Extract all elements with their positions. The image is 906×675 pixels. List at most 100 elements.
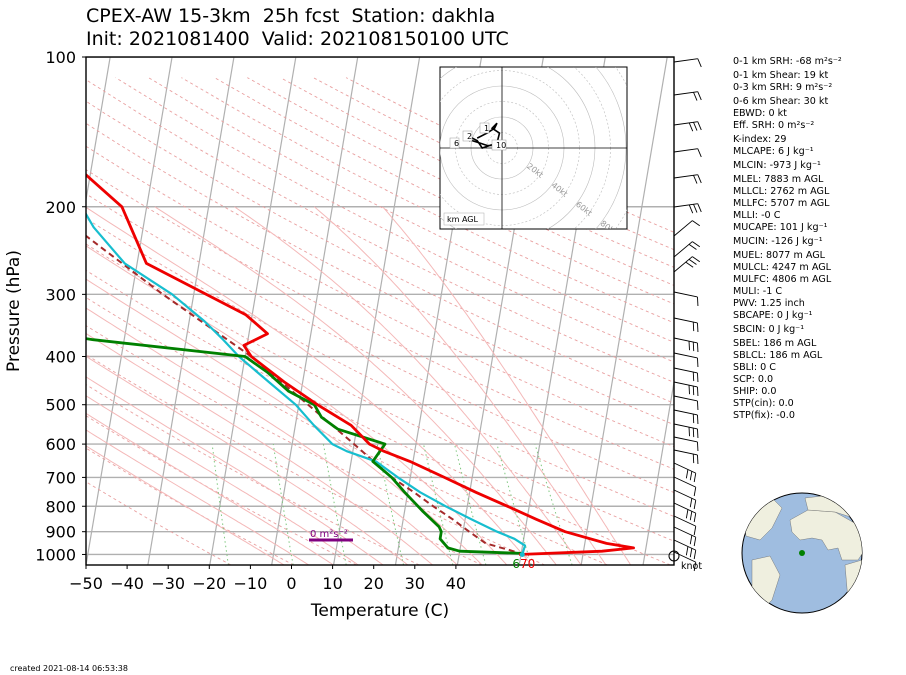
surface-temperature-label: 70 — [520, 557, 535, 571]
wind-barb-flag — [692, 220, 701, 227]
moist-adiabat — [86, 245, 508, 565]
y-tick-label: 1000 — [35, 545, 76, 564]
moist-adiabat — [86, 376, 384, 565]
wind-barb — [673, 515, 697, 536]
index-line: SBCIN: 0 J kg⁻¹ — [733, 324, 805, 335]
wind-barb — [673, 291, 699, 307]
wind-barb-flag — [692, 256, 701, 263]
dry-adiabat — [86, 145, 674, 448]
wind-barb — [673, 317, 699, 333]
wind-barb-staff — [673, 367, 698, 374]
calm-wind-circle — [668, 550, 680, 562]
wind-barb-staff — [673, 241, 693, 258]
index-line: 0-1 km Shear: 19 kt — [733, 70, 829, 81]
srh-bar-label: 0 m²s⁻² — [310, 529, 348, 540]
isotherm-line — [271, 57, 359, 565]
globe-map — [741, 492, 863, 614]
x-tick-label: −30 — [151, 574, 185, 593]
wind-barb — [673, 449, 699, 465]
index-line: MUCAPE: 101 J kg⁻¹ — [733, 222, 828, 233]
y-tick-label: 500 — [45, 396, 76, 415]
index-line: PWV: 1.25 inch — [733, 298, 805, 309]
wind-barb-flag — [697, 58, 702, 68]
wind-barb — [673, 58, 702, 68]
wind-barb — [673, 241, 701, 258]
mixing-ratio-line — [454, 443, 487, 565]
wind-barb-flag — [689, 498, 693, 508]
dry-adiabat — [86, 384, 420, 565]
wind-barb-flag — [693, 473, 697, 483]
wind-barb — [673, 174, 702, 184]
wind-barb — [673, 220, 701, 237]
wind-units-label: knot — [681, 561, 702, 572]
wind-barb-flag — [693, 122, 698, 131]
index-line: SBCAPE: 0 J kg⁻¹ — [733, 310, 813, 321]
wind-barb — [673, 352, 699, 368]
index-line: SHIP: 0.0 — [733, 386, 777, 397]
wind-barb-flag — [693, 526, 697, 536]
wind-barb — [673, 367, 699, 383]
wind-barb-staff — [673, 476, 696, 488]
mixing-ratio-line — [322, 444, 347, 565]
chart-title-line-2: Init: 2021081400 Valid: 202108150100 UTC — [86, 28, 509, 50]
wind-barb-flag — [693, 92, 698, 101]
hodograph-units-label: km AGL — [447, 215, 479, 224]
surface-dewpoint-label: 6 — [512, 557, 520, 571]
wind-barb-staff — [673, 58, 698, 63]
wind-barb-flag — [689, 511, 693, 521]
dry-adiabat — [86, 218, 674, 517]
station-marker — [799, 550, 805, 556]
index-line: MUCIN: -126 J kg⁻¹ — [733, 236, 823, 247]
isotherm-line — [209, 57, 297, 565]
temperature-line — [86, 172, 635, 556]
wind-barb-flag — [693, 513, 697, 523]
wind-barb — [673, 526, 697, 547]
dry-adiabat — [86, 169, 674, 470]
moist-adiabat — [382, 206, 632, 565]
moist-adiabat — [86, 332, 433, 565]
isotherm-line — [332, 57, 421, 565]
wind-barb — [673, 381, 699, 397]
index-line: 0-3 km SRH: 9 m²s⁻² — [733, 82, 833, 93]
index-line: K-index: 29 — [733, 134, 787, 145]
y-tick-label: 400 — [45, 348, 76, 367]
moist-adiabat — [234, 206, 582, 565]
wind-barb-flag — [693, 537, 697, 547]
hodograph-height-box — [449, 137, 460, 149]
hodograph-height-box — [462, 130, 473, 142]
wind-barb-staff — [673, 462, 696, 474]
hodograph-height-label: 10 — [496, 141, 506, 150]
dry-adiabat — [247, 77, 674, 286]
index-line: MLCIN: -973 J kg⁻¹ — [733, 160, 821, 171]
wind-barb-flag — [697, 148, 702, 158]
wind-barb-staff — [673, 551, 696, 563]
wind-barb — [673, 395, 699, 411]
wind-barb-flag — [689, 548, 693, 558]
wind-barb — [673, 423, 699, 439]
hodograph-trace — [466, 122, 501, 149]
wind-barb-staff — [673, 489, 696, 501]
wind-barb — [673, 502, 697, 523]
wind-barb-flag — [689, 535, 693, 545]
wind-barb-staff — [673, 526, 696, 538]
y-tick-label: 700 — [45, 468, 76, 487]
wind-barb-staff — [673, 352, 698, 359]
wind-barb-staff — [673, 539, 696, 551]
index-line: MLLI: -0 C — [733, 210, 781, 221]
index-line: 0-6 km Shear: 30 kt — [733, 96, 829, 107]
wind-barb — [673, 256, 701, 273]
wind-barb-flag — [693, 500, 697, 510]
wind-barb-flag — [689, 471, 693, 481]
dry-adiabat — [86, 79, 674, 383]
x-tick-label: −50 — [69, 574, 103, 593]
wind-barb — [673, 337, 699, 353]
wind-barbs: knot — [668, 58, 702, 572]
hodograph-height-label: 2 — [467, 132, 472, 141]
wind-barb-flag — [685, 261, 694, 268]
wind-barb-staff — [673, 220, 693, 237]
wind-barb-flag — [693, 175, 698, 184]
dry-adiabat — [86, 354, 483, 565]
wind-barb — [673, 539, 697, 560]
